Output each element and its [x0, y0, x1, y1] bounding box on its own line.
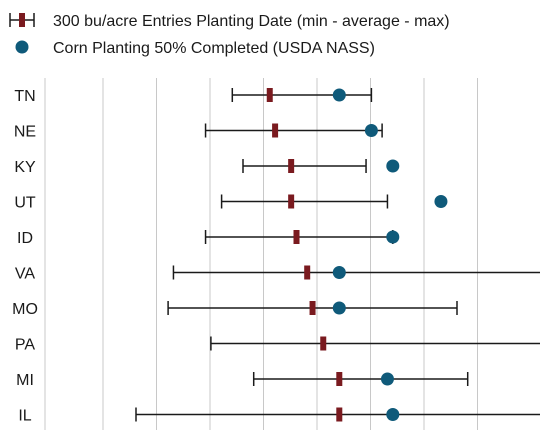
average-marker	[288, 159, 295, 173]
average-marker	[266, 88, 273, 102]
average-marker	[293, 230, 300, 244]
data-marks	[135, 88, 540, 422]
average-marker	[288, 194, 295, 209]
range-il	[135, 407, 540, 422]
usda-dot-tn	[332, 88, 346, 102]
legend-range-marker	[9, 13, 35, 27]
average-marker	[336, 372, 343, 386]
range-tn	[231, 88, 373, 102]
range-ut	[220, 194, 389, 209]
state-label-mo: MO	[12, 301, 38, 318]
state-label-ut: UT	[14, 195, 36, 212]
legend: 300 bu/acre Entries Planting Date (min -…	[9, 13, 450, 57]
state-labels: TN NE KY UT ID VA MO PA MI IL	[12, 88, 38, 425]
state-label-ky: KY	[14, 159, 36, 176]
average-marker	[304, 265, 311, 280]
legend-dot-marker	[15, 40, 29, 54]
legend-label-usda: Corn Planting 50% Completed (USDA NASS)	[53, 40, 375, 57]
usda-dot-mo	[332, 301, 346, 315]
average-marker	[309, 301, 316, 315]
state-label-il: IL	[18, 408, 31, 425]
usda-dot-ne	[364, 124, 378, 137]
average-marker	[272, 123, 279, 138]
usda-dot-mi	[380, 372, 394, 386]
range-id	[204, 230, 394, 244]
state-label-tn: TN	[14, 88, 35, 105]
range-ky	[242, 159, 367, 173]
state-label-pa: PA	[15, 337, 35, 354]
legend-label-range: 300 bu/acre Entries Planting Date (min -…	[53, 13, 450, 30]
range-pa	[210, 336, 540, 351]
usda-dot-ky	[386, 159, 400, 173]
range-mi	[252, 372, 469, 386]
range-ne	[204, 123, 383, 138]
state-label-ne: NE	[14, 124, 36, 141]
average-marker	[320, 336, 327, 351]
average-marker	[336, 407, 343, 422]
range-va	[172, 265, 540, 280]
usda-dot-ut	[434, 195, 448, 208]
usda-dot-id	[386, 230, 400, 244]
range-mo	[167, 301, 458, 315]
usda-dot-il	[386, 408, 400, 421]
state-label-id: ID	[17, 230, 33, 247]
state-label-mi: MI	[16, 372, 34, 389]
usda-dot-va	[332, 266, 346, 279]
state-label-va: VA	[15, 266, 35, 283]
